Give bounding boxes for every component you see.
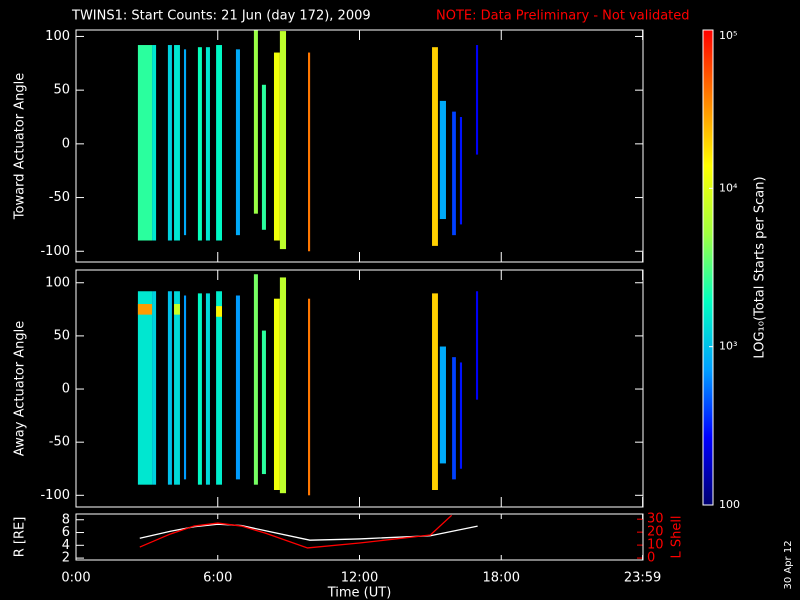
heat-cell — [307, 298, 311, 496]
heat-cell — [432, 47, 438, 246]
x-tick-label: 23:59 — [624, 571, 661, 586]
y2-axis-label: L Shell — [670, 515, 685, 558]
y2-tick-label: 30 — [647, 512, 664, 527]
chart-title: TWINS1: Start Counts: 21 Jun (day 172), … — [71, 9, 371, 24]
heat-cell — [152, 45, 157, 241]
y-axis-label: R [RE] — [13, 517, 28, 558]
heat-cell — [261, 330, 266, 475]
y-tick-label: 8 — [62, 512, 70, 527]
heat-cell — [273, 52, 280, 241]
heat-cell — [216, 45, 223, 241]
heat-cell — [273, 298, 280, 490]
x-axis-label: Time (UT) — [327, 586, 392, 600]
heat-cell — [152, 291, 157, 485]
heat-cell — [432, 293, 438, 490]
heat-cell — [459, 362, 463, 469]
heat-cell — [235, 295, 240, 480]
heat-cell — [174, 45, 180, 241]
heat-cell — [137, 291, 153, 485]
y-tick-label: -50 — [49, 190, 70, 205]
y-tick-label: 0 — [62, 136, 70, 151]
heat-cell — [137, 304, 153, 315]
heat-cell — [253, 30, 258, 214]
y-tick-label: 50 — [53, 83, 70, 98]
heat-cell — [253, 274, 258, 485]
heat-cell — [216, 291, 223, 485]
heat-cell — [261, 84, 266, 230]
heat-cell — [235, 49, 240, 236]
heat-cell — [439, 100, 446, 220]
heat-cell — [439, 346, 446, 464]
series-line — [139, 523, 478, 541]
x-tick-label: 0:00 — [61, 571, 90, 586]
y-tick-label: 6 — [62, 525, 70, 540]
heat-cell — [279, 31, 287, 250]
y-tick-label: 2 — [62, 551, 70, 566]
y-tick-label: -100 — [40, 488, 70, 503]
y-tick-label: -100 — [40, 244, 70, 259]
y2-tick-label: 0 — [647, 551, 655, 566]
series-line — [139, 514, 453, 549]
x-tick-label: 18:00 — [483, 571, 520, 586]
colorbar-tick-label: 10⁵ — [719, 29, 737, 42]
heat-cell — [475, 45, 479, 155]
heat-cell — [452, 111, 456, 236]
y-tick-label: 50 — [53, 328, 70, 343]
y2-tick-label: 20 — [647, 525, 664, 540]
heat-cell — [475, 291, 479, 400]
y-tick-label: 100 — [45, 275, 70, 290]
heat-cell — [205, 293, 210, 485]
heat-cell — [167, 45, 172, 241]
x-tick-label: 6:00 — [203, 571, 232, 586]
heat-cell — [279, 277, 287, 494]
date-stamp: 30 Apr 12 — [783, 540, 794, 589]
colorbar-tick-label: 10³ — [719, 340, 737, 353]
lines — [139, 514, 478, 549]
colorbar-tick-label: 100 — [719, 498, 740, 511]
heat-cell — [459, 117, 463, 225]
y-tick-label: 100 — [45, 29, 70, 44]
heat-cell — [137, 45, 153, 241]
x-tick-label: 12:00 — [341, 571, 378, 586]
colorbar-tick-label: 10⁴ — [719, 181, 738, 194]
heatmap — [137, 30, 479, 252]
y-tick-label: -50 — [49, 435, 70, 450]
heat-cell — [167, 291, 172, 485]
heatmap — [137, 274, 479, 496]
colorbar — [702, 29, 714, 506]
heat-cell — [307, 52, 311, 252]
heat-cell — [197, 47, 202, 241]
heat-cell — [216, 306, 223, 317]
heat-cell — [183, 295, 187, 480]
y-axis-label: Toward Actuator Angle — [13, 73, 28, 220]
note: NOTE: Data Preliminary - Not validated — [436, 9, 690, 24]
colorbar-label: LOG₁₀(Total Starts per Scan) — [753, 176, 768, 358]
y-axis-label: Away Actuator Angle — [13, 321, 28, 456]
heat-cell — [205, 47, 210, 241]
heat-cell — [197, 293, 202, 485]
y2-tick-label: 10 — [647, 538, 664, 553]
heat-cell — [174, 291, 180, 485]
y-tick-label: 0 — [62, 382, 70, 397]
heat-cell — [452, 357, 456, 480]
heat-cell — [174, 304, 180, 315]
heat-cell — [183, 49, 187, 236]
y-tick-label: 4 — [62, 538, 70, 553]
